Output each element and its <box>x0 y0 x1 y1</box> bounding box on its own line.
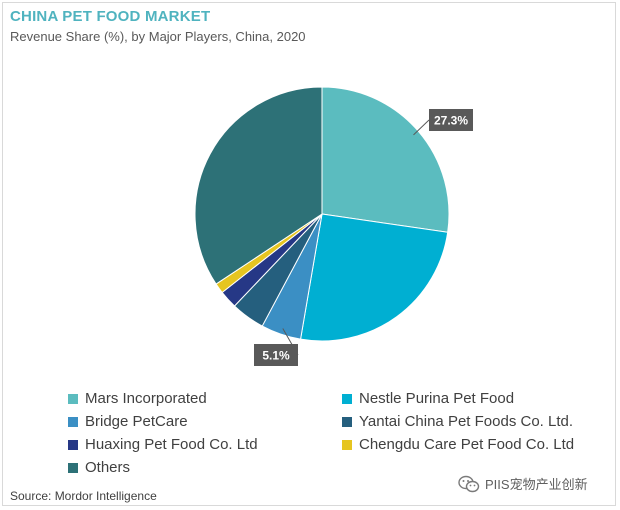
data-label-bridge-petcare: 5.1% <box>262 349 290 363</box>
legend-item-others: Others <box>68 459 342 476</box>
data-label-mars-incorporated: 27.3% <box>434 114 468 128</box>
chart-frame <box>2 2 616 506</box>
data-label-leader <box>413 119 430 136</box>
legend-swatch <box>68 393 78 404</box>
source-note: Source: Mordor Intelligence <box>10 489 157 503</box>
legend-swatch <box>68 439 78 450</box>
watermark: PIIS宠物产业创新 <box>458 474 588 493</box>
legend-swatch <box>342 416 352 427</box>
legend-item-nestle-purina-pet-food: Nestle Purina Pet Food <box>342 390 608 407</box>
data-label-box <box>429 109 473 131</box>
pie-slice-others <box>194 86 323 285</box>
chart-legend: Mars Incorporated Nestle Purina Pet Food B… <box>68 390 608 476</box>
chart-title: CHINA PET FOOD MARKET <box>10 8 211 25</box>
legend-swatch <box>342 439 352 450</box>
watermark-text: PIIS宠物产业创新 <box>485 477 588 492</box>
legend-label: Mars Incorporated <box>85 390 207 407</box>
wechat-icon <box>458 475 480 492</box>
legend-swatch <box>342 393 352 404</box>
legend-label: Bridge PetCare <box>85 413 188 430</box>
legend-item-mars-incorporated: Mars Incorporated <box>68 390 342 407</box>
legend-swatch <box>68 462 78 473</box>
pie-slice-nestle-purina-pet-food <box>299 213 449 342</box>
legend-label: Nestle Purina Pet Food <box>359 390 515 407</box>
legend-item-bridge-petcare: Bridge PetCare <box>68 413 342 430</box>
legend-item-chengdu-care-pet-food-co-ltd: Chengdu Care Pet Food Co. Ltd <box>342 436 608 453</box>
pie-slice-mars-incorporated <box>321 86 450 233</box>
data-label-box <box>254 344 298 366</box>
legend-swatch <box>68 416 78 427</box>
legend-item-yantai-china-pet-foods-co-ltd: Yantai China Pet Foods Co. Ltd. <box>342 413 608 430</box>
legend-label: Yantai China Pet Foods Co. Ltd. <box>359 413 574 430</box>
legend-item-huaxing-pet-food-co-ltd: Huaxing Pet Food Co. Ltd <box>68 436 342 453</box>
legend-label: Others <box>85 459 131 476</box>
legend-label: Chengdu Care Pet Food Co. Ltd <box>359 436 575 453</box>
chart-subtitle: Revenue Share (%), by Major Players, Chi… <box>10 29 306 44</box>
legend-label: Huaxing Pet Food Co. Ltd <box>85 436 258 453</box>
